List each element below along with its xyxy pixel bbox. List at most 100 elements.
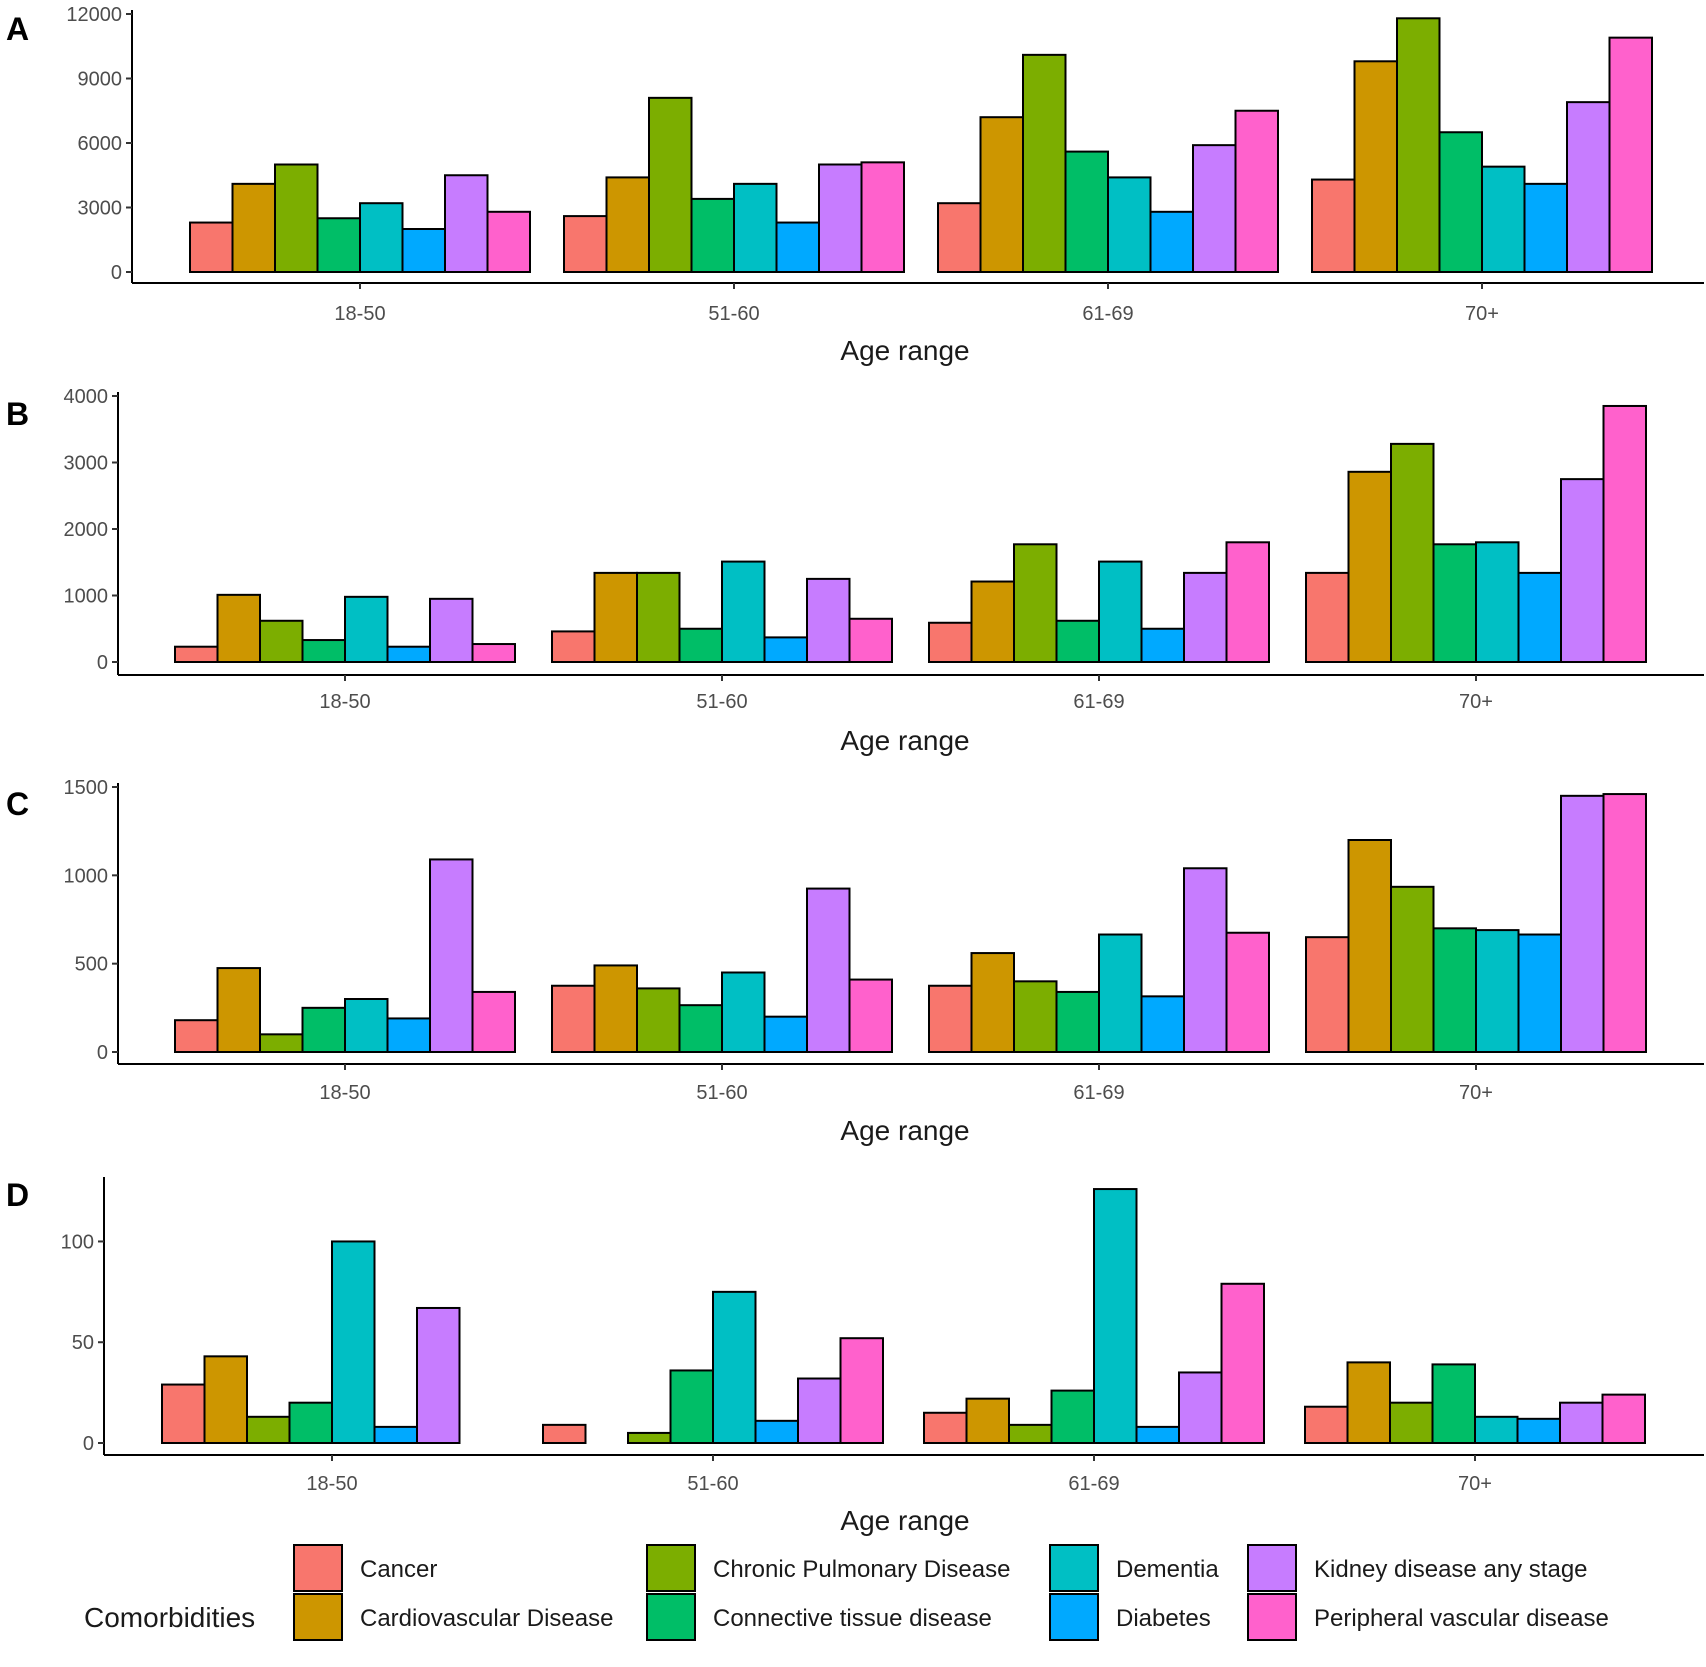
y-tick-label: 6000 bbox=[78, 133, 123, 155]
bar-peripheral-vascular-disease-51-60 bbox=[848, 978, 893, 1054]
bar-connective-tissue-disease-18-50 bbox=[288, 1401, 333, 1444]
bar-dementia-51-60 bbox=[712, 1290, 757, 1444]
legend-label: Chronic Pulmonary Disease bbox=[713, 1556, 1010, 1583]
bar-peripheral-vascular-disease-51-60 bbox=[839, 1337, 884, 1444]
x-tick-label: 61-69 bbox=[1082, 303, 1133, 325]
bar-cancer-70+ bbox=[1305, 571, 1350, 664]
bar-dementia-70+ bbox=[1474, 1415, 1519, 1445]
bar-kidney-disease-any-stage-51-60 bbox=[797, 1377, 842, 1445]
bar-connective-tissue-disease-70+ bbox=[1438, 131, 1483, 273]
bar-cancer-61-69 bbox=[928, 984, 973, 1053]
bar-peripheral-vascular-disease-51-60 bbox=[860, 161, 905, 274]
y-tick-label: 4000 bbox=[64, 386, 109, 408]
bar-cancer-18-50 bbox=[174, 645, 219, 664]
legend-swatch bbox=[1049, 1544, 1099, 1592]
bar-cardiovascular-disease-51-60 bbox=[593, 571, 638, 664]
x-tick-label: 18-50 bbox=[319, 691, 370, 713]
y-tick-label: 0 bbox=[111, 262, 122, 284]
bar-chronic-pulmonary-disease-70+ bbox=[1390, 885, 1435, 1053]
bar-dementia-61-69 bbox=[1093, 1188, 1138, 1445]
legend-item: Kidney disease any stage bbox=[1247, 1544, 1588, 1592]
y-tick-label: 50 bbox=[72, 1332, 94, 1354]
bar-cardiovascular-disease-51-60 bbox=[593, 964, 638, 1053]
bar-kidney-disease-any-stage-70+ bbox=[1559, 1401, 1604, 1444]
bar-kidney-disease-any-stage-70+ bbox=[1566, 101, 1611, 274]
bar-cardiovascular-disease-70+ bbox=[1347, 470, 1392, 663]
bar-peripheral-vascular-disease-18-50 bbox=[471, 990, 516, 1053]
bar-cardiovascular-disease-61-69 bbox=[970, 952, 1015, 1054]
bar-cancer-70+ bbox=[1311, 178, 1356, 273]
legend-label: Connective tissue disease bbox=[713, 1605, 992, 1632]
bar-cancer-70+ bbox=[1305, 936, 1350, 1053]
x-axis-title: Age range bbox=[840, 725, 969, 756]
bar-connective-tissue-disease-70+ bbox=[1432, 927, 1477, 1054]
bar-chronic-pulmonary-disease-18-50 bbox=[274, 163, 319, 273]
bar-dementia-70+ bbox=[1475, 541, 1520, 663]
bar-chronic-pulmonary-disease-51-60 bbox=[636, 987, 681, 1054]
y-tick-label: 3000 bbox=[78, 198, 123, 220]
legend-swatch bbox=[293, 1593, 343, 1641]
x-axis-title: Age range bbox=[840, 335, 969, 366]
x-tick-label: 61-69 bbox=[1073, 691, 1124, 713]
y-tick-label: 0 bbox=[83, 1433, 94, 1455]
bar-chronic-pulmonary-disease-51-60 bbox=[648, 96, 693, 273]
legend-label: Diabetes bbox=[1116, 1605, 1211, 1632]
bar-connective-tissue-disease-18-50 bbox=[301, 1006, 346, 1054]
bar-chronic-pulmonary-disease-61-69 bbox=[1013, 543, 1058, 663]
bar-diabetes-18-50 bbox=[386, 1017, 431, 1053]
bar-chronic-pulmonary-disease-70+ bbox=[1390, 442, 1435, 663]
bar-connective-tissue-disease-51-60 bbox=[678, 627, 723, 663]
panel-letter: C bbox=[6, 786, 29, 822]
panels: A 0 3000 6000 9000 12000 18-50 51-60 61-69 70+ Age… bbox=[6, 4, 1704, 1536]
bar-chronic-pulmonary-disease-61-69 bbox=[1013, 980, 1058, 1054]
legend-item: Dementia bbox=[1049, 1544, 1219, 1592]
y-tick-label: 0 bbox=[97, 1042, 108, 1064]
bar-peripheral-vascular-disease-61-69 bbox=[1225, 541, 1270, 663]
bar-diabetes-51-60 bbox=[763, 636, 808, 664]
bar-diabetes-70+ bbox=[1523, 182, 1568, 274]
x-tick-label: 61-69 bbox=[1073, 1082, 1124, 1104]
bar-connective-tissue-disease-61-69 bbox=[1064, 150, 1109, 274]
bar-connective-tissue-disease-51-60 bbox=[678, 1004, 723, 1053]
y-tick-label: 12000 bbox=[66, 4, 122, 26]
bar-kidney-disease-any-stage-70+ bbox=[1560, 478, 1605, 664]
bar-connective-tissue-disease-70+ bbox=[1432, 543, 1477, 663]
x-tick-label: 51-60 bbox=[708, 303, 759, 325]
bar-dementia-61-69 bbox=[1098, 933, 1143, 1054]
bar-cardiovascular-disease-61-69 bbox=[970, 580, 1015, 664]
bar-connective-tissue-disease-51-60 bbox=[690, 197, 735, 273]
bar-connective-tissue-disease-18-50 bbox=[316, 217, 361, 273]
x-tick-label: 51-60 bbox=[696, 691, 747, 713]
bar-cardiovascular-disease-18-50 bbox=[216, 593, 261, 664]
x-tick-label: 70+ bbox=[1465, 303, 1499, 325]
x-tick-label: 61-69 bbox=[1068, 1473, 1119, 1495]
legend-item: Connective tissue disease bbox=[646, 1593, 992, 1641]
bar-dementia-51-60 bbox=[721, 971, 766, 1053]
bar-kidney-disease-any-stage-61-69 bbox=[1183, 867, 1228, 1054]
bar-dementia-18-50 bbox=[344, 595, 389, 664]
bar-connective-tissue-disease-70+ bbox=[1431, 1363, 1476, 1445]
bar-peripheral-vascular-disease-18-50 bbox=[471, 643, 516, 663]
legend-item: Chronic Pulmonary Disease bbox=[646, 1544, 1010, 1592]
bar-cancer-61-69 bbox=[923, 1411, 968, 1445]
legend-item: Peripheral vascular disease bbox=[1247, 1593, 1609, 1641]
legend-item: Cancer bbox=[293, 1544, 437, 1592]
x-tick-label: 51-60 bbox=[696, 1082, 747, 1104]
bar-dementia-70+ bbox=[1481, 165, 1526, 273]
legend-swatch bbox=[1049, 1593, 1099, 1641]
bar-kidney-disease-any-stage-61-69 bbox=[1192, 144, 1237, 273]
bar-kidney-disease-any-stage-51-60 bbox=[818, 163, 863, 273]
bar-peripheral-vascular-disease-61-69 bbox=[1234, 109, 1279, 273]
bar-cardiovascular-disease-70+ bbox=[1346, 1361, 1391, 1445]
x-tick-label: 70+ bbox=[1458, 1473, 1492, 1495]
bar-cancer-18-50 bbox=[174, 1019, 219, 1054]
y-tick-label: 3000 bbox=[64, 453, 109, 475]
bar-chronic-pulmonary-disease-18-50 bbox=[246, 1415, 291, 1445]
x-tick-label: 70+ bbox=[1459, 691, 1493, 713]
bar-peripheral-vascular-disease-70+ bbox=[1602, 793, 1647, 1053]
bar-diabetes-18-50 bbox=[401, 228, 446, 273]
bar-kidney-disease-any-stage-18-50 bbox=[429, 597, 474, 664]
y-tick-label: 1000 bbox=[64, 865, 109, 887]
y-tick-label: 0 bbox=[97, 652, 108, 674]
